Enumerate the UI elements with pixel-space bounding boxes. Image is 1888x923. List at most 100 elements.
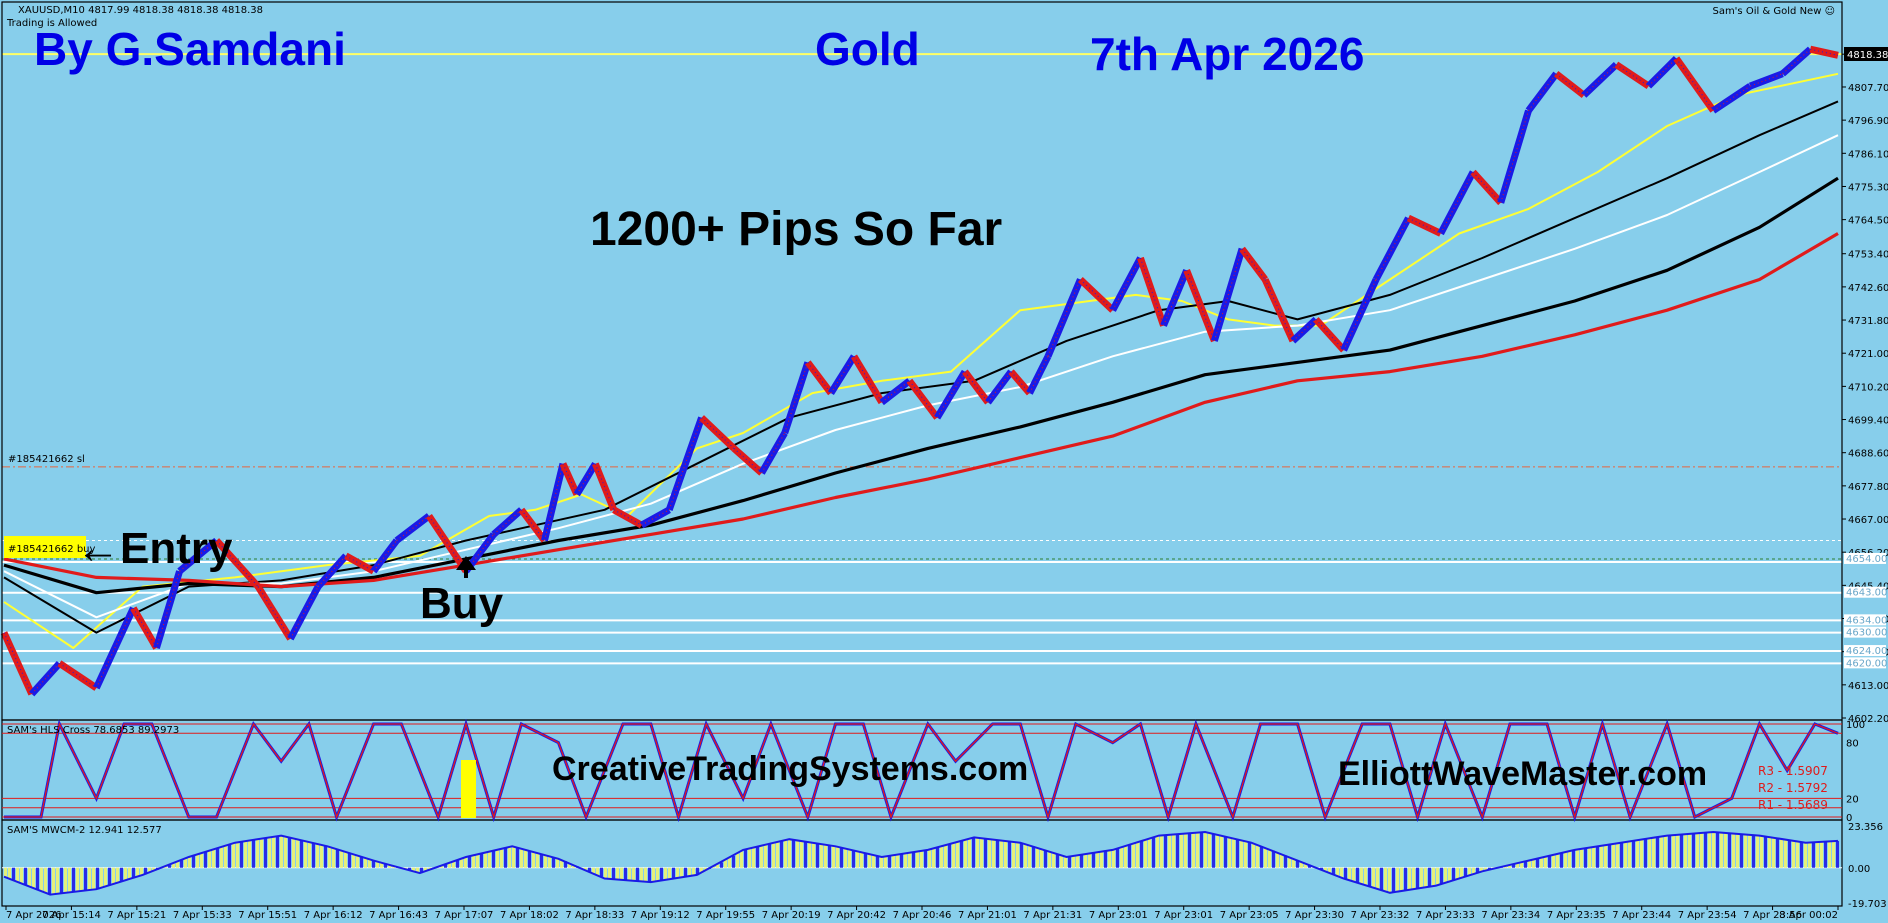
histogram-bar xyxy=(412,867,415,872)
histogram-bar xyxy=(1564,852,1567,868)
histogram-bar xyxy=(448,863,451,868)
price-tick-label: 4786.10 xyxy=(1848,149,1888,160)
oscillator2-title: SAM'S MWCM-2 12.941 12.577 xyxy=(7,825,162,836)
histogram-bar xyxy=(948,844,951,868)
order-buy-highlight xyxy=(4,536,86,558)
up-candle-run xyxy=(573,461,599,497)
histogram-bar xyxy=(584,867,587,870)
histogram-bar xyxy=(588,867,591,872)
candle-wick-detail xyxy=(59,662,97,689)
histogram-bar xyxy=(1652,837,1655,868)
histogram-bar xyxy=(116,867,119,884)
histogram-bar xyxy=(1388,867,1391,893)
price-tick-label: 4796.90 xyxy=(1848,116,1888,127)
histogram-bar xyxy=(1176,834,1179,868)
histogram-bar xyxy=(420,867,423,874)
candle-wick-detail xyxy=(987,371,1012,403)
histogram-bar xyxy=(1436,867,1439,886)
candle-wick-detail xyxy=(562,463,578,495)
time-tick-label: 7 Apr 15:21 xyxy=(107,910,166,921)
histogram-bar xyxy=(1540,857,1543,868)
histogram-bar xyxy=(8,867,11,879)
price-candles xyxy=(0,45,1839,697)
time-tick-label: 7 Apr 23:44 xyxy=(1612,910,1671,921)
histogram-bar xyxy=(1356,867,1359,883)
histogram-bar xyxy=(1808,842,1811,868)
site1-label: CreativeTradingSystems.com xyxy=(552,750,1028,788)
histogram-bar xyxy=(124,867,127,881)
candle-wick-detail xyxy=(1810,48,1839,56)
candle-wick-detail xyxy=(396,515,430,541)
histogram-bar xyxy=(296,839,299,868)
histogram-bar xyxy=(484,852,487,868)
histogram-bar xyxy=(1476,867,1479,874)
histogram-bar xyxy=(1804,842,1807,868)
histogram-bar xyxy=(212,849,215,868)
histogram-bar xyxy=(220,847,223,868)
histogram-bar xyxy=(876,855,879,868)
candle-wick-detail xyxy=(521,509,545,541)
histogram-bar xyxy=(352,853,355,868)
histogram-bar xyxy=(372,860,375,868)
histogram-bar xyxy=(1244,841,1247,868)
histogram-bar xyxy=(1648,838,1651,868)
histogram-bar xyxy=(648,867,651,882)
moving-average-line xyxy=(3,232,1839,589)
histogram-bar xyxy=(1560,853,1563,868)
histogram-bar xyxy=(520,848,523,868)
histogram-bar xyxy=(168,865,171,868)
instrument-label: Gold xyxy=(815,23,920,75)
histogram-bar xyxy=(1136,842,1139,868)
histogram-bar xyxy=(1620,842,1623,868)
histogram-bar xyxy=(1064,856,1067,868)
price-tick-label: 4667.00 xyxy=(1848,515,1888,526)
candle-wick-detail xyxy=(31,663,60,695)
histogram-bar xyxy=(1524,861,1527,868)
histogram-bar xyxy=(1576,849,1579,868)
histogram-bar xyxy=(368,858,371,868)
histogram-bar xyxy=(664,867,667,881)
histogram-bar xyxy=(640,867,643,882)
histogram-bar xyxy=(688,867,691,877)
histogram-bar xyxy=(140,867,143,876)
histogram-bar xyxy=(1172,834,1175,868)
histogram-bar xyxy=(80,867,83,892)
histogram-bar xyxy=(1584,848,1587,868)
histogram-bar xyxy=(316,843,319,868)
histogram-bar xyxy=(632,867,635,881)
histogram-bar xyxy=(860,851,863,868)
histogram-bar xyxy=(20,867,23,883)
histogram-bar xyxy=(976,837,979,868)
histogram-bar xyxy=(1232,838,1235,868)
histogram-bar xyxy=(1636,840,1639,868)
indicator-name: Sam's Oil & Gold New ☺ xyxy=(1712,6,1835,17)
histogram-bar xyxy=(788,839,791,868)
histogram-bar xyxy=(1520,862,1523,868)
oscillator1-y-axis: 100 80 20 0 xyxy=(1846,720,1865,824)
time-tick-label: 7 Apr 20:19 xyxy=(762,910,821,921)
histogram-bar xyxy=(1568,851,1571,868)
histogram-bar xyxy=(996,839,999,868)
histogram-bar xyxy=(1184,833,1187,868)
histogram-bar xyxy=(1320,867,1323,870)
histogram-bar xyxy=(1276,852,1279,868)
histogram-bar xyxy=(936,847,939,868)
histogram-bar xyxy=(536,852,539,868)
histogram-bar xyxy=(728,858,731,868)
histogram-bar xyxy=(1684,834,1687,868)
histogram-bar xyxy=(684,867,687,877)
histogram-bar xyxy=(924,850,927,868)
histogram-bar xyxy=(1236,839,1239,868)
histogram-bar xyxy=(912,852,915,868)
time-tick-label: 7 Apr 23:56 xyxy=(1743,910,1802,921)
histogram-bar xyxy=(748,848,751,868)
histogram-bar xyxy=(1680,834,1683,868)
histogram-bar xyxy=(416,867,419,873)
histogram-bar xyxy=(636,867,639,881)
up-candle-run xyxy=(93,606,137,690)
histogram-bar xyxy=(1116,848,1119,868)
oscillator1-panel: SAM's HLS Cross 78.6853 89.2973 xyxy=(2,718,1842,823)
histogram-bar xyxy=(892,855,895,868)
time-tick-label: 7 Apr 15:14 xyxy=(42,910,101,921)
histogram-bar xyxy=(364,857,367,868)
